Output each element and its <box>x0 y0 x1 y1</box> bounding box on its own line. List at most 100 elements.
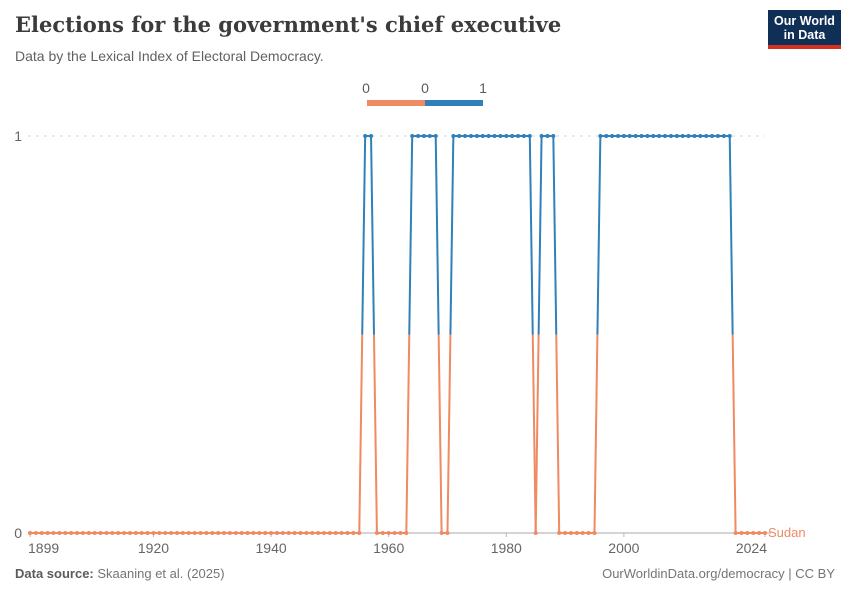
data-point-1945 <box>298 531 303 535</box>
data-point-1987 <box>545 134 550 138</box>
data-point-1919 <box>145 531 150 535</box>
data-point-2021 <box>745 531 750 535</box>
x-tick-label-1940: 1940 <box>256 540 287 556</box>
legend-tick-1: 0 <box>421 80 429 96</box>
data-point-1913 <box>110 531 115 535</box>
series-transition-half <box>528 135 534 335</box>
data-point-1997 <box>604 134 609 138</box>
data-point-2022 <box>751 531 756 535</box>
data-point-1901 <box>39 531 44 535</box>
data-point-1986 <box>539 134 544 138</box>
data-point-1925 <box>180 531 185 535</box>
data-point-1933 <box>227 531 232 535</box>
data-point-2023 <box>757 531 762 535</box>
data-point-1950 <box>327 531 332 535</box>
data-point-1935 <box>239 531 244 535</box>
data-point-1942 <box>280 531 285 535</box>
x-tick-label-1980: 1980 <box>491 540 522 556</box>
data-point-1936 <box>245 531 250 535</box>
data-point-1903 <box>51 531 56 535</box>
data-point-2000 <box>621 134 626 138</box>
data-point-2003 <box>639 134 644 138</box>
series-transition-half <box>555 334 561 534</box>
data-point-1927 <box>192 531 197 535</box>
data-point-1971 <box>451 134 456 138</box>
series-transition-half <box>534 334 540 534</box>
data-point-1930 <box>210 531 215 535</box>
data-point-1988 <box>551 134 556 138</box>
data-point-1937 <box>251 531 256 535</box>
data-point-1981 <box>510 134 515 138</box>
data-point-1972 <box>457 134 462 138</box>
data-point-1973 <box>463 134 468 138</box>
data-point-1905 <box>63 531 68 535</box>
data-point-1974 <box>469 134 473 138</box>
data-point-1965 <box>416 134 421 138</box>
data-point-1998 <box>610 134 615 138</box>
data-point-2006 <box>657 134 662 138</box>
data-point-1949 <box>322 531 326 535</box>
data-point-1923 <box>169 531 174 535</box>
data-point-1906 <box>69 531 74 535</box>
data-point-1966 <box>421 134 426 138</box>
series-transition-half <box>358 334 364 534</box>
series-transition-half <box>728 135 734 335</box>
data-point-1955 <box>357 531 362 535</box>
data-point-1916 <box>127 531 132 535</box>
data-point-1992 <box>574 531 579 535</box>
data-point-1957 <box>369 134 374 138</box>
data-point-1909 <box>86 531 91 535</box>
data-point-1990 <box>563 531 568 535</box>
data-point-1999 <box>616 134 620 138</box>
data-point-1967 <box>427 134 432 138</box>
owid-logo[interactable]: Our World in Data <box>768 10 841 49</box>
data-point-2018 <box>727 134 732 138</box>
series-transition-half <box>434 135 440 335</box>
data-point-1991 <box>568 531 573 535</box>
data-point-1970 <box>445 531 450 535</box>
data-point-1961 <box>392 531 397 535</box>
data-point-1918 <box>139 531 144 535</box>
legend-tick-0: 0 <box>362 80 370 96</box>
x-tick-label-1899: 1899 <box>28 540 59 556</box>
legend-bin-0[interactable] <box>367 100 425 106</box>
data-point-1980 <box>504 134 509 138</box>
series-transition-half <box>405 334 411 534</box>
data-point-1943 <box>286 531 291 535</box>
page-title: Elections for the government's chief exe… <box>15 12 562 37</box>
data-point-1952 <box>339 531 344 535</box>
x-tick-label-2024: 2024 <box>736 540 767 556</box>
footer-link[interactable]: OurWorldinData.org/democracy <box>602 566 785 581</box>
data-point-2015 <box>710 134 715 138</box>
data-point-1938 <box>257 531 262 535</box>
data-point-1983 <box>521 134 526 138</box>
data-point-2024 <box>763 531 767 535</box>
data-point-1939 <box>263 531 268 535</box>
legend-bin-1[interactable] <box>425 100 483 106</box>
data-point-2010 <box>680 134 685 138</box>
data-point-1951 <box>333 531 338 535</box>
data-point-2008 <box>668 134 673 138</box>
data-point-1912 <box>104 531 109 535</box>
footer-separator: | <box>784 566 796 581</box>
data-point-1977 <box>486 134 491 138</box>
data-point-1940 <box>269 531 274 535</box>
data-point-1968 <box>433 134 438 138</box>
data-point-1960 <box>386 531 391 535</box>
footer-right: OurWorldinData.org/democracy | CC BY <box>602 566 835 581</box>
series-transition-half <box>370 135 375 335</box>
data-point-1899 <box>28 531 32 535</box>
series-transition-half <box>593 334 599 534</box>
data-point-2002 <box>633 134 638 138</box>
data-point-2016 <box>715 134 720 138</box>
entity-label[interactable]: Sudan <box>768 525 806 540</box>
data-point-1902 <box>45 531 50 535</box>
data-point-1908 <box>80 531 85 535</box>
data-point-1959 <box>380 531 385 535</box>
data-point-1922 <box>163 531 168 535</box>
data-point-1932 <box>222 531 227 535</box>
data-point-1989 <box>557 531 562 535</box>
legend-tick-2: 1 <box>479 80 487 96</box>
